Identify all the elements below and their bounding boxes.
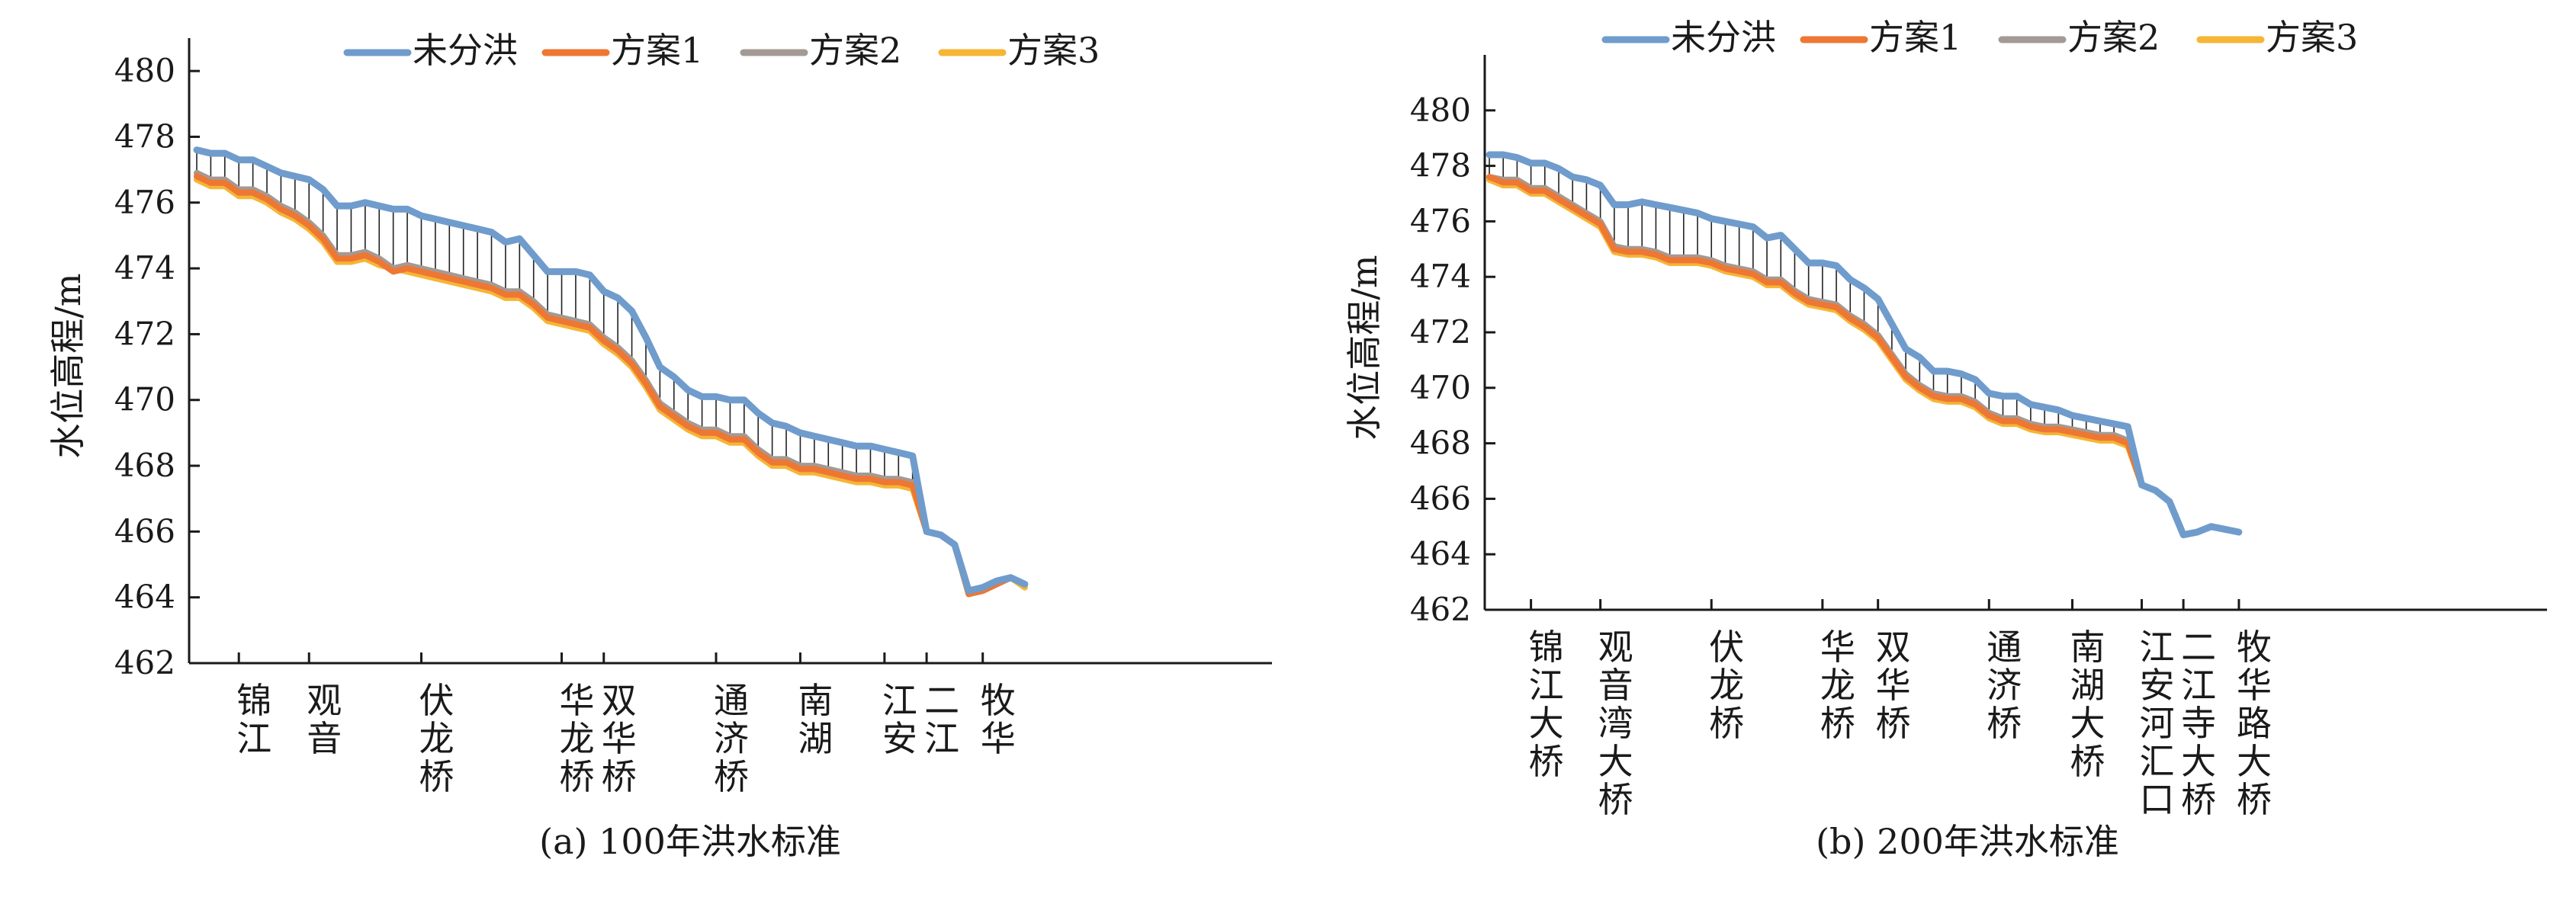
legend-label: 方案3 xyxy=(1007,30,1100,71)
x-tick-label: 通济桥 xyxy=(714,680,749,797)
panel-a-100-year: 462 464 466 468 470 472 474 476 478 480 水位高程/m 未分洪 方… xyxy=(47,30,1272,862)
y-axis-title: 水位高程/m xyxy=(1344,255,1385,440)
y-tick-label: 480 xyxy=(1410,91,1471,129)
legend-label: 方案3 xyxy=(2266,17,2358,58)
x-tick-label: 双华桥 xyxy=(602,680,637,797)
y-tick-label: 480 xyxy=(114,52,175,89)
y-tick-label: 468 xyxy=(114,447,175,484)
x-tick-label: 牧华路大桥 xyxy=(2237,627,2272,820)
legend-label: 方案1 xyxy=(1869,17,1961,58)
x-tick-label: 锦江 xyxy=(236,680,271,759)
x-tick-label: 华龙桥 xyxy=(1820,627,1855,744)
x-tick-label: 二江 xyxy=(924,680,959,759)
legend-label: 未分洪 xyxy=(413,30,518,71)
y-tick-label: 472 xyxy=(1410,313,1471,351)
x-tick-label: 江安 xyxy=(882,680,917,759)
x-tick-label: 南湖 xyxy=(798,680,833,759)
x-tick-label: 伏龙桥 xyxy=(1709,627,1744,744)
y-tick-label: 464 xyxy=(1410,535,1471,572)
y-tick-label: 474 xyxy=(1410,258,1471,295)
x-tick-label: 伏龙桥 xyxy=(419,680,454,797)
x-tick-label: 江安河汇口 xyxy=(2140,627,2175,820)
y-tick-label: 470 xyxy=(114,381,175,418)
series-line-scheme-1 xyxy=(194,173,1028,598)
series-line-scheme-1 xyxy=(1486,174,2242,538)
y-tick-label: 474 xyxy=(114,249,175,287)
x-tick-label: 牧华 xyxy=(981,680,1016,759)
x-tick-label: 南湖大桥 xyxy=(2070,627,2105,782)
y-tick-label: 478 xyxy=(114,117,175,155)
legend-label: 方案2 xyxy=(2067,17,2160,58)
y-tick-label: 462 xyxy=(114,644,175,681)
x-tick-label: 锦江大桥 xyxy=(1529,627,1564,782)
x-tick-label: 双华桥 xyxy=(1876,627,1911,744)
y-tick-label: 472 xyxy=(114,315,175,352)
y-tick-label: 466 xyxy=(114,512,175,550)
legend-label: 方案1 xyxy=(611,30,703,71)
legend-label: 方案2 xyxy=(809,30,901,71)
series-line-scheme-3 xyxy=(1486,176,2242,538)
y-tick-label: 476 xyxy=(114,184,175,221)
y-tick-label: 476 xyxy=(1410,202,1471,239)
y-tick-label: 464 xyxy=(114,579,175,616)
x-tick-label: 观音湾大桥 xyxy=(1598,627,1633,820)
y-axis-title: 水位高程/m xyxy=(47,273,88,458)
series-line-no-diversion xyxy=(193,146,1029,595)
panel-caption: (a) 100年洪水标准 xyxy=(539,821,841,862)
x-tick-label: 观音 xyxy=(307,680,342,759)
x-tick-label: 通济桥 xyxy=(1987,627,2022,744)
y-tick-label: 468 xyxy=(1410,425,1471,462)
legend-label: 未分洪 xyxy=(1671,17,1776,58)
y-tick-label: 466 xyxy=(1410,479,1471,517)
panel-b-200-year: 462 464 466 468 470 472 474 476 478 480 水位高程/m 未分洪 方… xyxy=(1344,17,2547,862)
series-line-scheme-3 xyxy=(194,176,1028,598)
x-tick-label: 二江寺大桥 xyxy=(2181,627,2216,820)
series-line-no-diversion xyxy=(1486,151,2243,539)
y-tick-label: 478 xyxy=(1410,147,1471,184)
y-tick-label: 470 xyxy=(1410,369,1471,406)
panel-caption: (b) 200年洪水标准 xyxy=(1816,821,2119,862)
x-tick-label: 华龙桥 xyxy=(560,680,595,797)
y-tick-label: 462 xyxy=(1410,591,1471,628)
